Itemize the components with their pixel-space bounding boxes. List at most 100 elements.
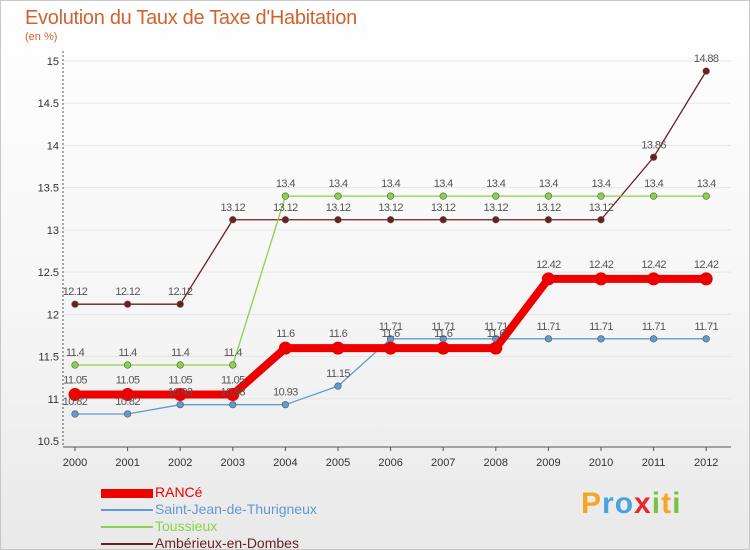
data-point [387, 216, 395, 224]
data-point [71, 410, 79, 418]
data-label: 11.05 [168, 375, 192, 387]
y-tick-label: 14.5 [38, 98, 59, 110]
data-point [597, 335, 605, 343]
data-point [647, 272, 661, 286]
data-label: 11.71 [694, 321, 718, 333]
data-label: 13.12 [536, 202, 561, 214]
data-labels: 12.12 12.12 12.12 13.12 13.12 13.12 13.12 13.12… [63, 53, 720, 408]
logo-letter: t [661, 487, 673, 520]
data-point [649, 153, 658, 161]
data-point [176, 300, 184, 308]
legend-swatch-amberieux [101, 542, 153, 545]
data-point [281, 216, 290, 224]
data-label: 12.42 [641, 259, 666, 271]
data-point [384, 341, 398, 355]
legend-label-toussieux: Toussieux [155, 518, 218, 534]
data-point [492, 216, 500, 224]
data-point [702, 192, 710, 200]
data-label: 13.12 [378, 202, 403, 214]
data-point [281, 192, 290, 200]
data-label: 10.93 [168, 387, 193, 399]
chart-title: Evolution du Taux de Taxe d'Habitation [25, 7, 357, 29]
x-tick-label: 2007 [431, 457, 455, 469]
data-point [226, 388, 240, 402]
data-point [176, 361, 184, 369]
x-tick-label: 2006 [378, 457, 402, 469]
data-point [544, 335, 553, 343]
data-label: 11.6 [381, 328, 400, 340]
data-point [229, 216, 237, 224]
data-label: 13.12 [221, 202, 246, 214]
legend-swatch-rance [101, 488, 153, 498]
data-label: 13.4 [381, 178, 400, 190]
data-label: 13.4 [328, 178, 347, 190]
data-point [71, 361, 79, 369]
data-label: 13.12 [589, 202, 614, 214]
data-point [334, 382, 342, 390]
data-label: 11.05 [221, 375, 245, 387]
data-point [649, 192, 658, 200]
y-tick-label: 11 [48, 394, 59, 406]
legend-swatch-saint-jean [101, 508, 153, 511]
x-tick-label: 2000 [63, 457, 87, 469]
y-tick-label: 15 [47, 56, 59, 68]
data-label: 11.4 [66, 347, 85, 359]
logo-letter: i [651, 487, 662, 520]
data-point [702, 335, 710, 343]
data-label: 13.12 [273, 202, 298, 214]
x-tick-label: 2008 [484, 457, 508, 469]
data-point [334, 216, 342, 224]
data-label: 13.12 [431, 202, 456, 214]
data-label: 11.6 [434, 328, 453, 340]
data-label: 11.6 [276, 328, 295, 340]
logo-letter: r [602, 487, 615, 520]
data-point [176, 401, 184, 409]
data-point [123, 410, 132, 418]
y-tick-label: 12 [47, 309, 59, 321]
data-point [123, 361, 132, 369]
y-tick-label: 12.5 [38, 267, 59, 279]
x-tick-label: 2004 [273, 457, 297, 469]
y-tick-label: 13 [47, 225, 59, 237]
data-label: 10.82 [63, 396, 88, 408]
data-point [123, 300, 132, 308]
data-label: 11.6 [329, 328, 348, 340]
data-label: 11.71 [642, 321, 666, 333]
data-label: 13.12 [484, 202, 509, 214]
legend-item-amberieux: Ambérieux-en-Dombes [101, 535, 441, 549]
data-point [594, 272, 608, 286]
grid-lines [63, 60, 731, 442]
data-point [649, 335, 658, 343]
data-point [541, 272, 555, 286]
data-label: 11.71 [589, 321, 613, 333]
data-point [68, 388, 82, 402]
data-point [331, 341, 345, 355]
data-point [121, 388, 135, 402]
logo-letter: o [614, 487, 635, 520]
data-label: 11.05 [63, 375, 87, 387]
legend-item-rance: RANCé [101, 484, 441, 501]
data-point [699, 272, 713, 286]
data-label: 11.15 [326, 368, 350, 380]
data-label: 13.4 [539, 178, 558, 190]
data-label: 12.12 [63, 286, 88, 298]
data-point [334, 192, 342, 200]
legend-item-saint-jean: Saint-Jean-de-Thurigneux [101, 501, 441, 518]
data-label: 11.4 [171, 347, 190, 359]
data-label: 13.4 [486, 178, 505, 190]
axes: 10.5 11 11.5 12 12.5 13 13.5 14 14.5 15 2000 2001 20… [38, 51, 731, 469]
data-point [492, 192, 500, 200]
series-lines [68, 67, 713, 418]
data-label: 11.71 [537, 321, 561, 333]
data-label: 11.4 [118, 347, 137, 359]
data-point [544, 216, 553, 224]
data-label: 10.82 [115, 396, 140, 408]
data-label: 12.42 [694, 259, 719, 271]
data-label: 11.71 [484, 321, 508, 333]
legend-item-toussieux: Toussieux [101, 518, 441, 535]
data-point [71, 300, 79, 308]
data-label: 13.4 [434, 178, 453, 190]
chart-subtitle: (en %) [25, 31, 58, 43]
